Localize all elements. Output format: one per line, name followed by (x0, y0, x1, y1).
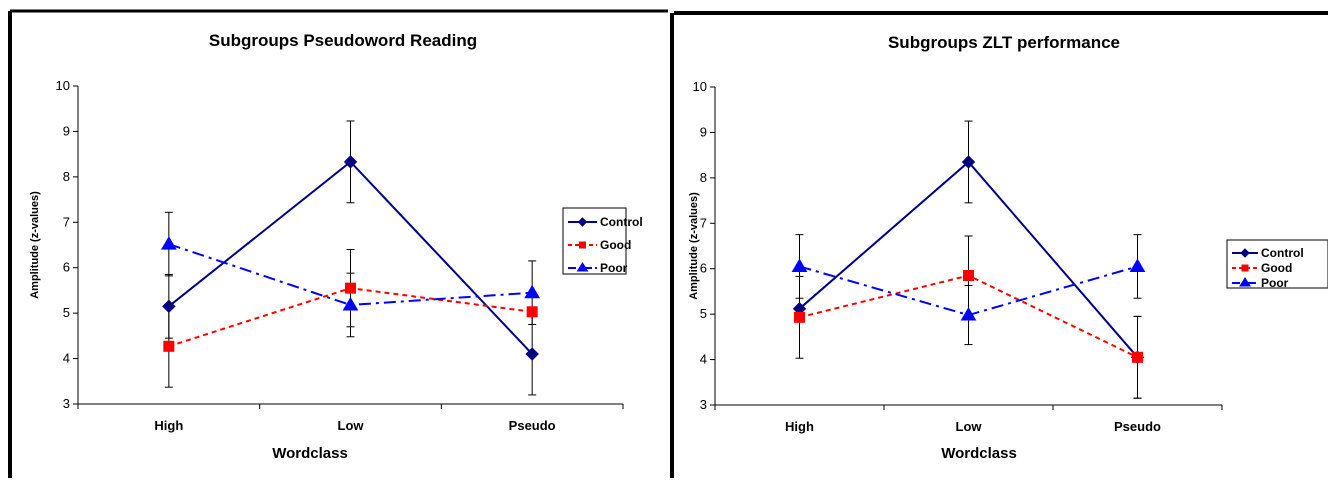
y-tick-label: 4 (700, 352, 707, 367)
y-tick-label: 8 (700, 170, 707, 185)
chart-panel-2: Subgroups ZLT performance 3 4 5 6 7 8 9 10 High Lo… (688, 33, 1328, 462)
chart-title: Subgroups Pseudoword Reading (209, 31, 477, 50)
data-point-control (525, 347, 539, 361)
x-tick-label: High (154, 418, 183, 433)
legend-label-good: Good (1261, 261, 1292, 275)
legend-box (1226, 239, 1328, 289)
legend-label-good: Good (600, 238, 631, 252)
legend-label-control: Control (600, 215, 643, 229)
data-point-control (343, 155, 358, 169)
legend-marker-good (579, 241, 586, 249)
data-point-good (163, 340, 175, 352)
legend-marker-control (577, 217, 588, 227)
y-tick-label: 6 (63, 260, 70, 275)
data-point-good (963, 270, 974, 282)
x-axis-label: Wordclass (941, 445, 1017, 462)
legend-box (562, 207, 627, 275)
y-tick-label: 10 (693, 79, 707, 94)
legend-marker-control (1240, 248, 1250, 258)
x-tick-label: Pseudo (1114, 419, 1161, 434)
y-tick-label: 5 (700, 306, 707, 321)
x-tick-label: Low (338, 418, 365, 433)
data-point-poor (791, 258, 808, 272)
y-tick-label: 9 (63, 123, 70, 138)
x-axis-label: Wordclass (272, 445, 348, 462)
y-tick-label: 8 (63, 169, 70, 184)
data-point-poor (524, 284, 541, 299)
data-point-control (961, 155, 976, 169)
legend-marker-good (1241, 264, 1249, 272)
data-point-good (345, 282, 356, 294)
y-axis-label: Amplitude (z-values) (688, 192, 700, 300)
chart-panel-1: Subgroups Pseudoword Reading 3 4 5 6 7 8 9 10 Hig… (29, 31, 643, 462)
legend-marker-poor (1239, 277, 1251, 287)
x-tick-label: Low (956, 419, 983, 434)
data-point-poor (342, 296, 359, 311)
legend-label-poor: Poor (600, 261, 628, 275)
data-point-good (526, 306, 538, 318)
y-tick-label: 4 (63, 351, 70, 366)
data-point-good (1132, 351, 1143, 363)
legend-label-control: Control (1261, 246, 1304, 260)
data-point-poor (1129, 258, 1146, 272)
data-point-good (794, 311, 805, 323)
x-tick-label: High (785, 419, 814, 434)
x-tick-label: Pseudo (509, 418, 556, 433)
chart-title: Subgroups ZLT performance (888, 33, 1120, 52)
y-tick-label: 6 (700, 261, 707, 276)
y-tick-label: 3 (700, 397, 707, 412)
y-tick-label: 7 (700, 215, 707, 230)
y-axis-label: Amplitude (z-values) (29, 191, 41, 299)
y-tick-label: 10 (56, 78, 70, 93)
y-tick-label: 7 (63, 214, 70, 229)
data-point-control (162, 299, 176, 314)
data-point-poor (960, 307, 977, 321)
legend: Control Good Poor (562, 207, 643, 275)
data-point-poor (160, 236, 177, 250)
legend-marker-poor (576, 262, 589, 272)
y-tick-label: 3 (63, 396, 70, 411)
legend-label-poor: Poor (1261, 276, 1289, 290)
y-tick-label: 9 (700, 124, 707, 139)
y-tick-label: 5 (63, 305, 70, 320)
